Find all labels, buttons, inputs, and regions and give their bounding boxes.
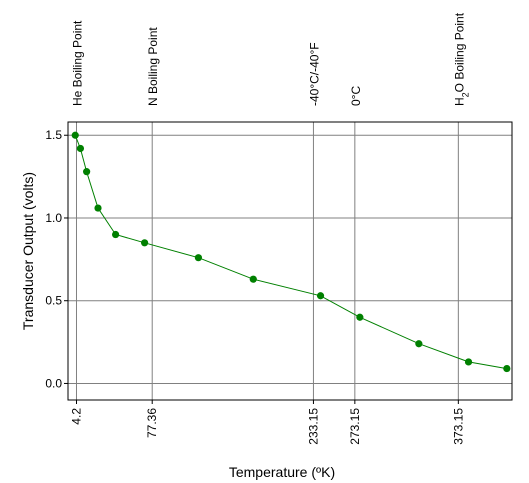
x-tick-label: 77.36 (145, 408, 159, 438)
y-tick-label: 0.5 (45, 294, 62, 308)
reference-labels: He Boiling Point N Boiling Point -40°C/-40… (70, 12, 470, 106)
data-point (140, 239, 149, 247)
grid-layer (68, 122, 512, 400)
series-layer (71, 131, 511, 373)
data-point (503, 364, 511, 373)
data-point (83, 168, 91, 176)
y-tick-label: 1.5 (45, 128, 62, 142)
data-point (194, 254, 203, 262)
y-tick-label: 1.0 (45, 211, 62, 225)
data-point (71, 131, 79, 139)
y-tick-label: 0.0 (45, 376, 62, 390)
series-line (74, 135, 507, 370)
x-tick-label: 373.15 (451, 408, 465, 445)
data-point (76, 144, 85, 153)
data-point (112, 230, 120, 239)
data-point (249, 275, 257, 283)
reference-label: H2O Boiling Point (452, 12, 470, 106)
reference-label: 0°C (349, 86, 363, 106)
data-point (94, 204, 102, 212)
data-point (464, 358, 473, 366)
tick-layer: 0.0 0.5 1.0 1.5 4.2 77.36 233.15 273.15 373.15 (45, 128, 465, 444)
data-point (356, 313, 364, 321)
plot-border (67, 121, 513, 401)
data-point (415, 340, 423, 348)
reference-label: -40°C/-40°F (307, 42, 321, 106)
x-tick-label: 273.15 (348, 408, 362, 445)
data-point (316, 292, 325, 300)
reference-label: He Boiling Point (70, 20, 84, 106)
plot-frame (67, 121, 513, 401)
x-tick-label: 4.2 (69, 408, 83, 425)
reference-label: N Boiling Point (146, 27, 160, 106)
x-tick-label: 233.15 (306, 408, 320, 445)
x-axis-title: Temperature (ºK) (229, 464, 335, 480)
y-axis-title: Transducer Output (volts) (20, 172, 36, 330)
